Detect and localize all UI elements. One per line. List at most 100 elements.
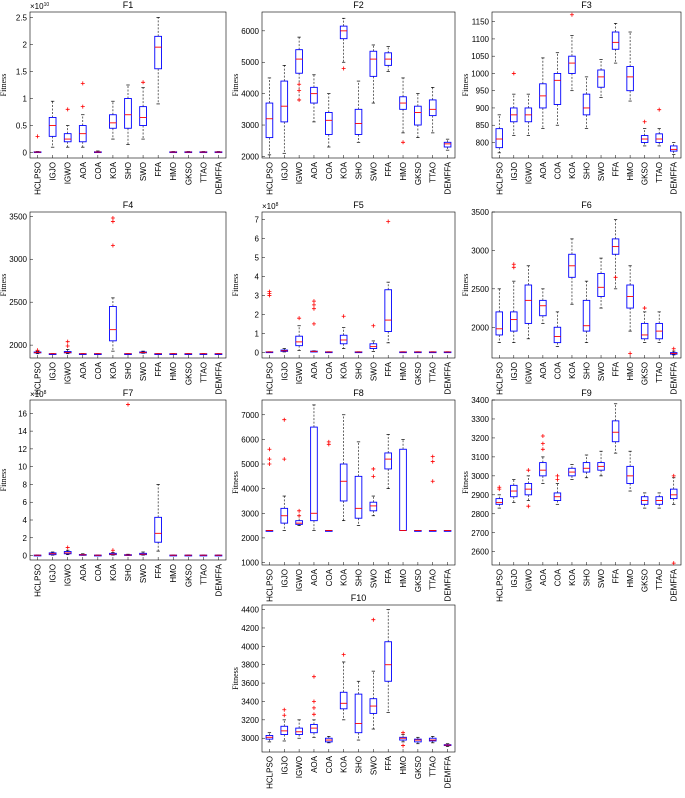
axes-frame [491, 399, 682, 566]
y-tick-label: 3000 [9, 255, 27, 264]
axes-frame [261, 399, 456, 566]
x-tick-label: SWO [597, 162, 606, 181]
x-tick-label: HMO [626, 162, 635, 181]
x-tick-label: SHO [583, 362, 592, 379]
y-tick-label: 3000 [471, 472, 489, 481]
subplot-title: F4 [123, 200, 134, 210]
outlier [671, 346, 676, 351]
x-tick-label: DEMFFA [670, 361, 679, 394]
x-tick-label: HMO [399, 362, 408, 381]
x-tick-label: IGWO [524, 569, 533, 591]
y-tick-label: 5 [255, 254, 260, 263]
x-tick-label: HCLPSO [34, 362, 43, 395]
outlier [341, 314, 346, 319]
x-tick-label: COA [553, 568, 562, 586]
outlier [540, 441, 545, 446]
x-tick-label: HMO [169, 564, 178, 583]
x-tick-label: DEMFFA [214, 361, 223, 394]
outlier [267, 457, 272, 462]
box [154, 35, 162, 70]
y-tick-label: 4400 [241, 606, 259, 615]
outlier [401, 743, 406, 748]
axes-frame [261, 211, 456, 359]
box [428, 737, 437, 742]
x-tick-label: FFA [384, 161, 393, 176]
y-tick-label: 5000 [241, 58, 259, 67]
x-tick-label: KOA [568, 161, 577, 179]
outlier [282, 713, 287, 718]
box [414, 105, 422, 126]
x-tick-label: COA [553, 361, 562, 379]
box [295, 335, 303, 347]
y-tick-label: 3000 [241, 509, 259, 518]
x-tick-label: KOA [109, 161, 118, 179]
outlier [297, 508, 302, 513]
axes-frame [261, 604, 456, 753]
exponent-base: ×10 [30, 2, 44, 11]
x-tick-label: FFA [154, 563, 163, 578]
box [384, 641, 392, 682]
box [325, 112, 333, 135]
y-tick-label: 3100 [471, 453, 489, 462]
y-axis-label: Fitness [0, 74, 8, 97]
x-tick-label: GKSO [184, 564, 193, 587]
y-tick-label: 2700 [471, 529, 489, 538]
box [443, 141, 452, 148]
x-tick-label: COA [325, 161, 334, 179]
x-tick-label: FFA [154, 161, 163, 176]
y-tick-label: 2.5 [16, 13, 28, 22]
box [310, 86, 318, 104]
y-axis-label: Fitness [231, 471, 240, 494]
outlier [341, 652, 346, 657]
box [139, 106, 147, 127]
outlier [110, 548, 115, 553]
outlier [311, 306, 316, 311]
box [611, 420, 620, 443]
outlier [386, 219, 391, 224]
x-tick-label: COA [94, 161, 103, 179]
exponent-power: 10 [44, 2, 50, 8]
outlier [671, 561, 676, 566]
y-tick-label: 6000 [241, 27, 259, 36]
x-tick-label: SHO [124, 362, 133, 379]
box [670, 145, 678, 152]
x-tick-label: COA [325, 755, 334, 773]
y-tick-label: 12 [18, 445, 27, 454]
x-tick-label: DEMFFA [444, 161, 453, 194]
y-tick-label: 3000 [241, 121, 259, 130]
x-tick-label: COA [553, 161, 562, 179]
x-tick-label: TTAO [655, 162, 664, 183]
x-tick-label: HCLPSO [34, 564, 43, 597]
y-tick-label: 1 [23, 95, 28, 104]
box [611, 31, 620, 50]
x-tick-label: GKSO [414, 362, 423, 385]
outlier [555, 477, 560, 482]
subplot: F4 Fitness 2000 2500 3000 3500 HCLPSO IGJO IGWO A… [0, 200, 227, 395]
box [495, 128, 503, 149]
box [295, 520, 303, 525]
y-tick-label: 14 [18, 427, 27, 436]
subplot: F9 Fitness 2600 2700 2800 2900 3000 3100 3200 330… [461, 388, 682, 602]
outlier [526, 468, 531, 473]
y-tick-label: 3 [255, 291, 260, 300]
y-tick-label: 3300 [471, 415, 489, 424]
x-tick-label: AOA [310, 161, 319, 179]
x-tick-label: FFA [154, 361, 163, 376]
x-tick-label: HMO [169, 162, 178, 181]
x-tick-label: HCLPSO [265, 362, 274, 395]
box [553, 326, 562, 344]
x-tick-label: DEMFFA [214, 161, 223, 194]
x-tick-label: IGWO [64, 162, 73, 184]
x-tick-label: KOA [340, 361, 349, 379]
x-tick-label: HMO [399, 162, 408, 181]
outlier [540, 434, 545, 439]
outlier [65, 107, 70, 112]
y-tick-label: 2800 [471, 510, 489, 519]
x-tick-label: KOA [568, 361, 577, 379]
x-tick-label: SWO [597, 569, 606, 588]
box [582, 299, 591, 332]
x-tick-label: HCLPSO [265, 569, 274, 602]
y-tick-label: 2000 [9, 341, 27, 350]
